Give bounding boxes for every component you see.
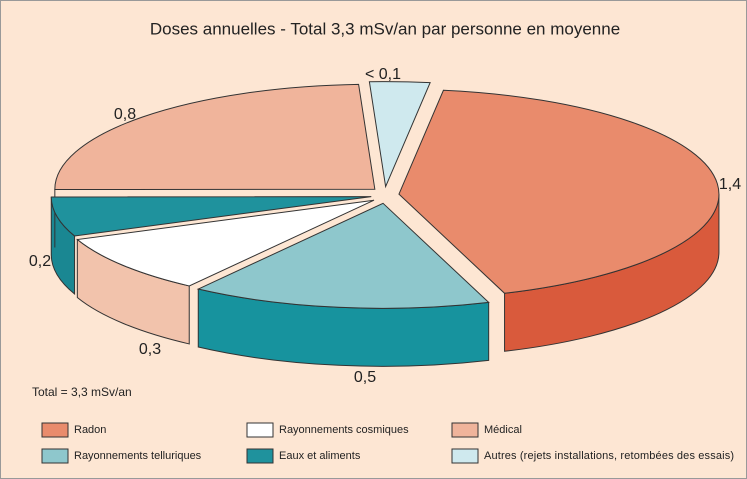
slice	[196, 202, 490, 309]
legend-label: Radon	[74, 424, 106, 436]
slice	[50, 196, 372, 237]
slice	[398, 89, 720, 294]
legend-label: Rayonnements cosmiques	[279, 424, 409, 436]
legend-swatch	[246, 422, 274, 438]
legend-label: Autres (rejets installations, retombées …	[484, 450, 734, 462]
legend-swatch	[41, 422, 69, 438]
legend-label: Rayonnements telluriques	[74, 450, 202, 462]
slice	[368, 81, 431, 189]
value-label: 1,4	[719, 176, 741, 193]
value-label: 0,3	[139, 341, 161, 358]
legend-swatch	[246, 448, 274, 464]
value-label: 0,8	[114, 106, 136, 123]
slice	[54, 83, 376, 191]
annotation: Total = 3,3 mSv/an	[32, 385, 132, 399]
legend-label: Eaux et aliments	[279, 450, 361, 462]
legend-swatch	[451, 422, 479, 438]
legend-label: Médical	[484, 424, 522, 436]
value-label: 0,5	[354, 369, 376, 386]
slice	[76, 199, 375, 287]
legend-swatch	[41, 448, 69, 464]
value-label: 0,2	[29, 253, 51, 270]
legend-swatch	[451, 448, 479, 464]
chart-title: Doses annuelles - Total 3,3 mSv/an par p…	[150, 19, 620, 38]
value-label: < 0,1	[365, 66, 401, 83]
